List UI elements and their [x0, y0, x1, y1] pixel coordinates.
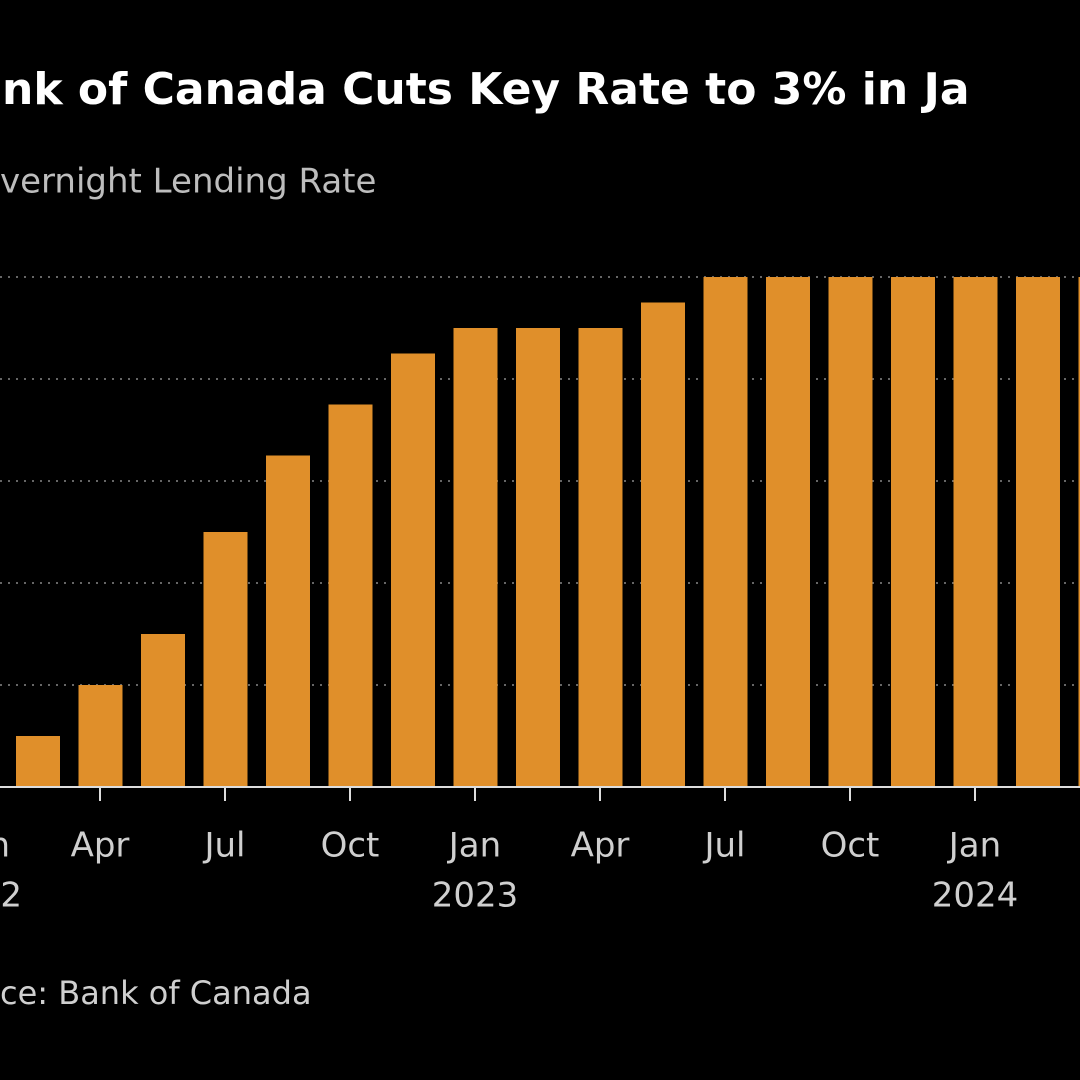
x-year-label: 2024	[932, 876, 1019, 916]
bar	[766, 277, 810, 787]
x-year-label: 2	[0, 876, 22, 916]
bar	[78, 685, 123, 787]
bar	[453, 328, 498, 787]
bar	[1016, 277, 1060, 787]
x-tick-label: Oct	[321, 826, 380, 866]
bar	[891, 277, 935, 787]
x-tick-label: Jul	[702, 826, 745, 866]
bar	[1078, 277, 1080, 787]
bar	[953, 277, 998, 787]
bar	[328, 404, 373, 787]
x-tick-label: Apr	[71, 826, 130, 866]
x-tick-label: Jul	[202, 826, 245, 866]
x-tick-label: Apr	[571, 826, 630, 866]
chart-title: nk of Canada Cuts Key Rate to 3% in Ja	[2, 64, 970, 115]
chart-subtitle: vernight Lending Rate	[0, 162, 376, 202]
bar	[578, 328, 623, 787]
bar	[641, 302, 685, 787]
x-tick-label: Jan	[947, 826, 1001, 866]
bar	[703, 277, 748, 787]
bar	[203, 532, 248, 787]
source-note: ce: Bank of Canada	[0, 974, 312, 1012]
bar	[828, 277, 873, 787]
bar	[266, 455, 310, 787]
bar	[141, 634, 185, 787]
bar	[391, 353, 435, 787]
x-tick-label: Oct	[821, 826, 880, 866]
x-year-label: 2023	[432, 876, 519, 916]
bar	[516, 328, 560, 787]
bar	[16, 736, 60, 787]
x-tick-label: Jan	[447, 826, 501, 866]
x-tick-label: n	[0, 826, 10, 866]
